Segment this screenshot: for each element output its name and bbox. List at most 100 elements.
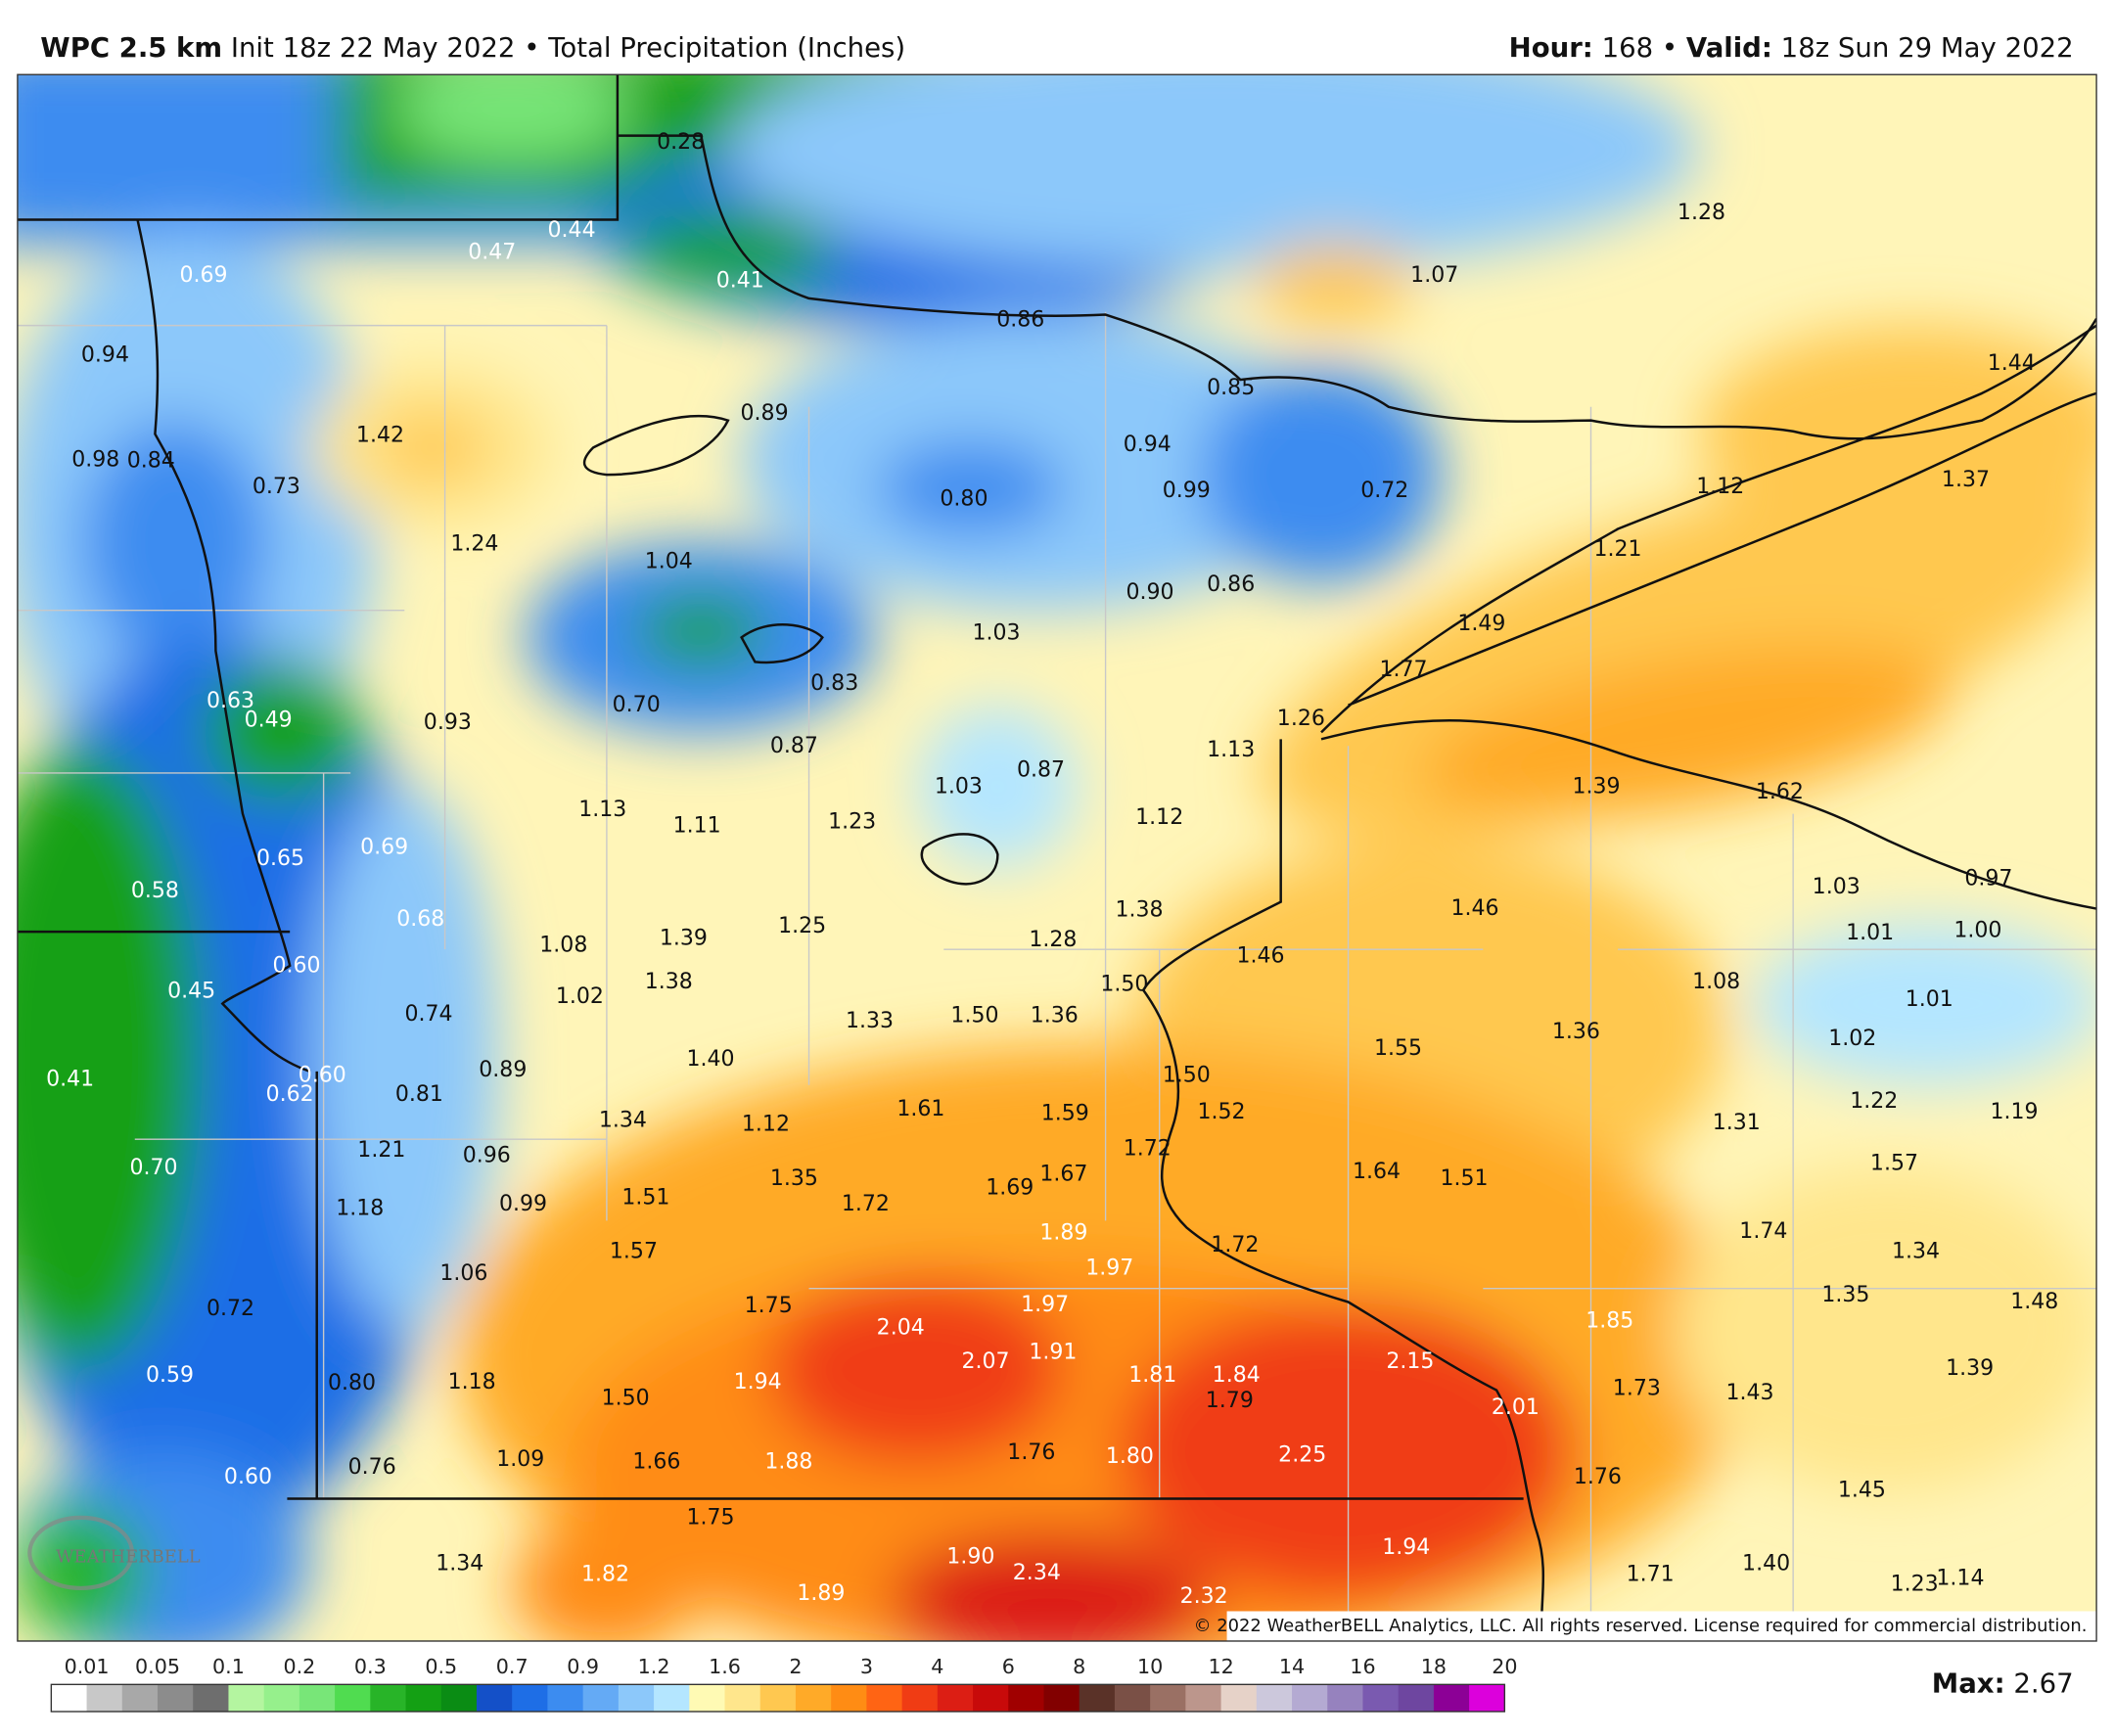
value-label: 2.32 bbox=[1180, 1583, 1228, 1609]
colorbar-swatch bbox=[1292, 1684, 1328, 1713]
value-label: 1.01 bbox=[1846, 920, 1894, 945]
value-label: 1.35 bbox=[770, 1165, 818, 1191]
colorbar-tick-label: 2 bbox=[789, 1655, 802, 1678]
value-label: 0.28 bbox=[657, 129, 705, 155]
value-label: 1.90 bbox=[946, 1544, 994, 1570]
value-label: 1.26 bbox=[1277, 706, 1325, 731]
value-label: 0.60 bbox=[273, 952, 321, 978]
separator: • bbox=[1662, 31, 1677, 64]
value-label: 0.76 bbox=[348, 1454, 396, 1480]
value-label: 0.96 bbox=[463, 1142, 511, 1167]
value-label: 1.91 bbox=[1029, 1339, 1077, 1364]
value-label: 0.74 bbox=[405, 1001, 453, 1027]
value-label: 1.11 bbox=[673, 812, 721, 838]
colorbar-swatch bbox=[335, 1684, 371, 1713]
value-label: 1.84 bbox=[1213, 1362, 1261, 1388]
colorbar-swatch bbox=[1433, 1684, 1470, 1713]
value-label: 0.45 bbox=[167, 979, 215, 1004]
value-label: 1.89 bbox=[797, 1580, 845, 1606]
colorbar-tick-label: 0.01 bbox=[65, 1655, 110, 1678]
value-label: 2.15 bbox=[1386, 1348, 1434, 1374]
value-label: 1.09 bbox=[496, 1446, 544, 1472]
colorbar-tick-label: 1.6 bbox=[709, 1655, 741, 1678]
colorbar-swatch bbox=[866, 1684, 903, 1713]
colorbar-frame bbox=[50, 1683, 1506, 1713]
value-label: 1.18 bbox=[448, 1369, 496, 1394]
value-label: 1.28 bbox=[1029, 927, 1077, 952]
value-label: 1.50 bbox=[1100, 972, 1148, 997]
value-label: 0.93 bbox=[424, 709, 472, 735]
value-label: 2.01 bbox=[1492, 1394, 1540, 1420]
max-label: Max: bbox=[1932, 1667, 2005, 1699]
value-label: 0.68 bbox=[396, 906, 444, 932]
colorbar-swatch bbox=[440, 1684, 478, 1713]
value-label: 1.88 bbox=[764, 1448, 812, 1474]
value-label: 1.37 bbox=[1942, 467, 1990, 492]
colorbar-swatch bbox=[263, 1684, 300, 1713]
value-label: 1.79 bbox=[1206, 1388, 1254, 1413]
separator: • bbox=[524, 31, 539, 64]
value-label: 0.41 bbox=[46, 1067, 94, 1092]
value-label: 1.51 bbox=[621, 1184, 669, 1210]
value-label: 1.12 bbox=[742, 1111, 790, 1136]
value-label: 1.51 bbox=[1440, 1165, 1488, 1191]
colorbar-swatch bbox=[158, 1684, 194, 1713]
value-label: 0.49 bbox=[245, 707, 293, 732]
value-label: 1.89 bbox=[1039, 1219, 1087, 1245]
value-label: 0.72 bbox=[1360, 478, 1408, 503]
value-label: 0.99 bbox=[499, 1191, 547, 1216]
value-label: 0.80 bbox=[328, 1370, 376, 1395]
value-label: 1.66 bbox=[632, 1448, 680, 1474]
value-label: 0.73 bbox=[253, 474, 300, 499]
value-label: 1.62 bbox=[1756, 779, 1804, 804]
value-label: 0.60 bbox=[224, 1464, 272, 1489]
value-label: 1.06 bbox=[439, 1260, 487, 1286]
value-label: 1.25 bbox=[778, 913, 826, 938]
value-label: 1.46 bbox=[1236, 943, 1284, 969]
colorbar-tick-label: 20 bbox=[1492, 1655, 1517, 1678]
value-label: 1.39 bbox=[1572, 773, 1620, 799]
value-label: 2.07 bbox=[961, 1348, 1009, 1374]
value-label: 0.44 bbox=[548, 217, 596, 243]
colorbar-swatch bbox=[1220, 1684, 1258, 1713]
colorbar-tick-label: 10 bbox=[1137, 1655, 1163, 1678]
county-lines bbox=[17, 311, 2097, 1628]
value-label: 1.57 bbox=[1870, 1151, 1918, 1176]
value-label: 1.52 bbox=[1198, 1099, 1246, 1124]
value-label: 1.23 bbox=[828, 808, 876, 834]
value-label: 0.62 bbox=[266, 1081, 314, 1107]
value-label: 1.21 bbox=[1594, 536, 1642, 562]
value-label: 2.25 bbox=[1278, 1442, 1326, 1468]
value-label: 0.94 bbox=[1124, 432, 1172, 457]
value-label: 0.84 bbox=[127, 448, 175, 474]
colorbar-swatch bbox=[1043, 1684, 1080, 1713]
value-label: 1.02 bbox=[556, 983, 604, 1009]
colorbar-swatch bbox=[405, 1684, 442, 1713]
value-label: 0.58 bbox=[131, 878, 179, 903]
colorbar-swatch bbox=[937, 1684, 974, 1713]
colorbar-swatch bbox=[1256, 1684, 1293, 1713]
colorbar-swatch bbox=[121, 1684, 159, 1713]
value-label: 0.89 bbox=[479, 1057, 527, 1082]
value-label: 1.38 bbox=[1116, 896, 1164, 922]
field: Total Precipitation (Inches) bbox=[547, 31, 905, 64]
value-label: 1.34 bbox=[436, 1550, 483, 1576]
colorbar: 0.01 0.05 0.1 0.2 0.3 0.5 0.7 0.9 1.2 1.6 2 3 4 6 8 10 1… bbox=[50, 1655, 1517, 1713]
hour-label: Hour: bbox=[1509, 31, 1593, 64]
value-label: 1.36 bbox=[1552, 1019, 1600, 1044]
value-label: 1.80 bbox=[1106, 1443, 1154, 1469]
value-label: 1.34 bbox=[1892, 1239, 1940, 1264]
colorbar-tick-label: 0.5 bbox=[425, 1655, 457, 1678]
value-label: 1.42 bbox=[356, 422, 404, 447]
value-label: 1.28 bbox=[1677, 200, 1725, 225]
value-label: 0.97 bbox=[1964, 866, 2012, 891]
value-label: 1.75 bbox=[686, 1504, 734, 1530]
value-label: 0.99 bbox=[1163, 478, 1211, 503]
value-label: 1.02 bbox=[1828, 1026, 1876, 1051]
hour: 168 bbox=[1602, 31, 1654, 64]
value-label: 1.36 bbox=[1031, 1003, 1079, 1028]
value-label: 0.41 bbox=[716, 267, 764, 293]
value-label: 1.97 bbox=[1085, 1255, 1133, 1280]
